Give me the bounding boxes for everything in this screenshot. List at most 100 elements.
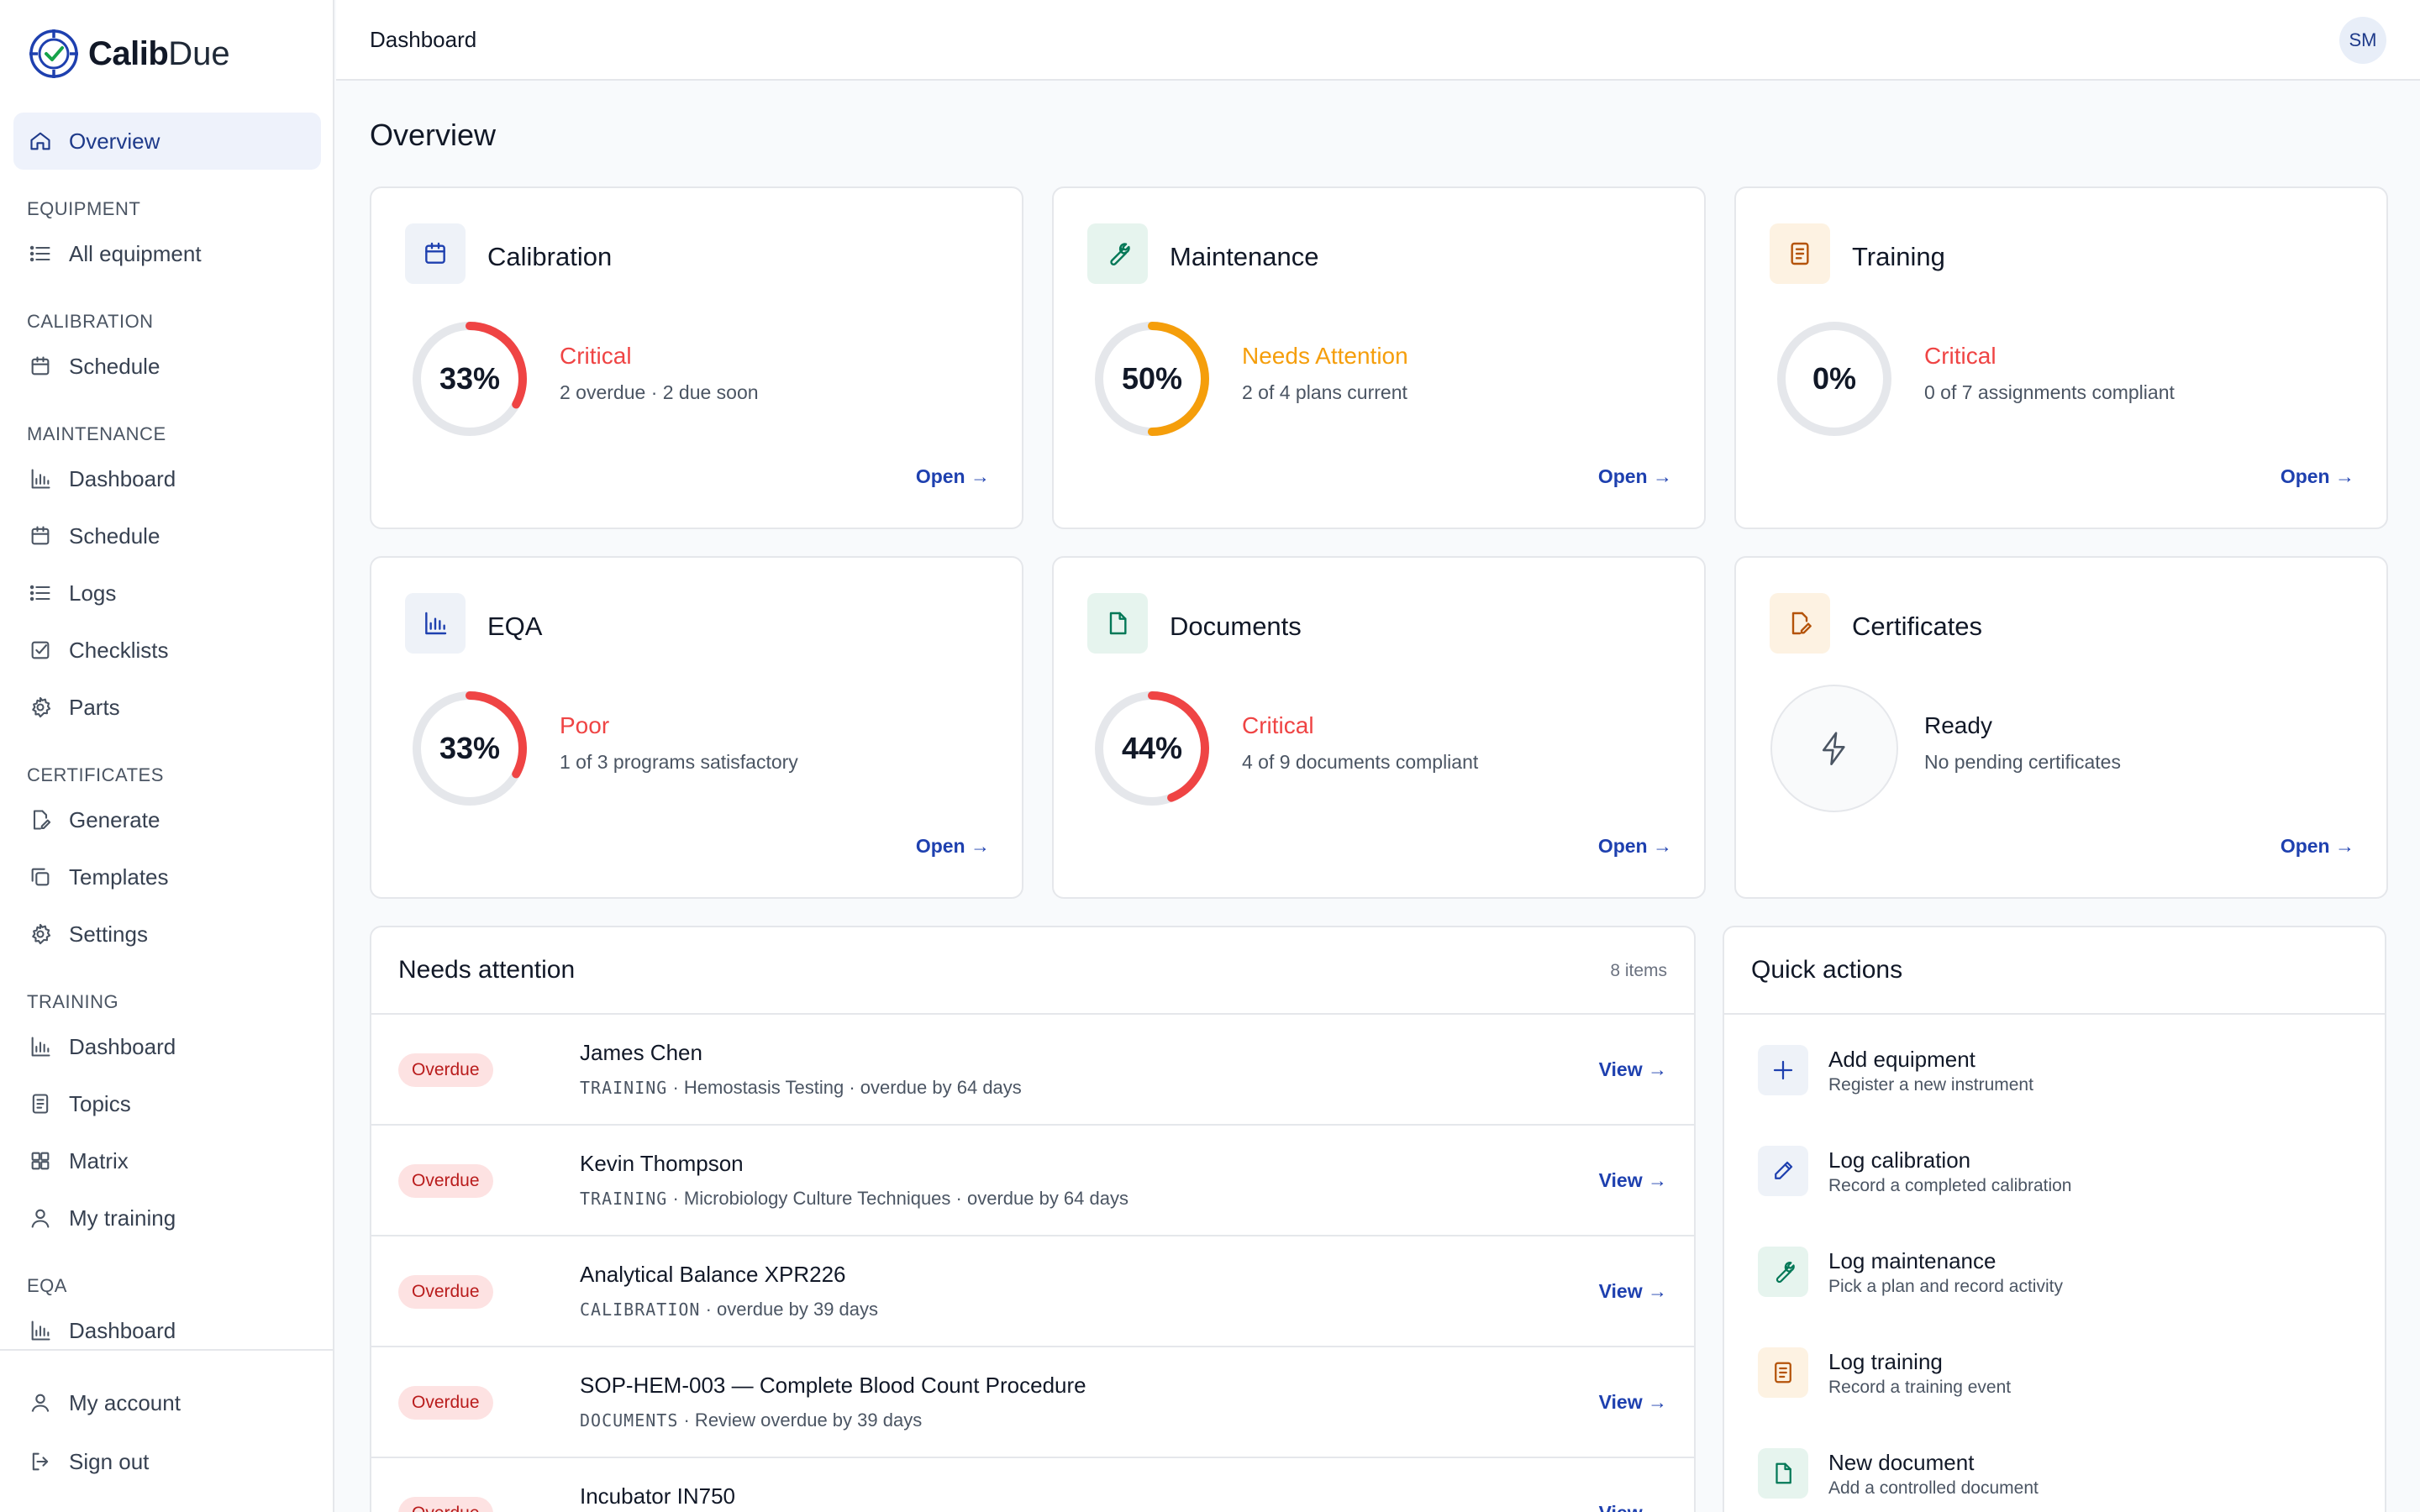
- file-icon: [1758, 1448, 1808, 1499]
- status-label: Needs Attention: [1242, 343, 1408, 369]
- status-card-certificates: Certificates Ready No pending certificates…: [1734, 556, 2388, 899]
- module-tag: TRAINING: [580, 1078, 668, 1098]
- calendar-icon: [405, 223, 466, 284]
- sidebar-item-label: Generate: [69, 806, 160, 832]
- sidebar-item-label: Logs: [69, 580, 117, 606]
- quick-action-log-maintenance[interactable]: Log maintenance Pick a plan and record ac…: [1724, 1218, 2385, 1319]
- sidebar-item-training-my-training[interactable]: My training: [13, 1189, 321, 1247]
- sidebar-item-label: Matrix: [69, 1147, 129, 1173]
- needs-attention-panel: Needs attention 8 items Overdue James Che…: [370, 926, 1696, 1512]
- sidebar-item-label: Overview: [69, 128, 160, 154]
- sidebar-item-label: All equipment: [69, 240, 202, 266]
- list-icon: [29, 242, 52, 265]
- sidebar-section-title: CALIBRATION: [27, 311, 154, 332]
- edit-file-icon: [1770, 593, 1830, 654]
- progress-ring: [405, 314, 534, 444]
- status-label: Ready: [1924, 712, 1992, 738]
- sidebar-footer: My account Sign out: [0, 1349, 333, 1512]
- row-title: Analytical Balance XPR226: [580, 1262, 846, 1287]
- bar-chart-icon: [405, 593, 466, 654]
- view-link[interactable]: View →: [1599, 1502, 1667, 1512]
- panel-title: Quick actions: [1751, 956, 1903, 984]
- module-tag: DOCUMENTS: [580, 1410, 679, 1431]
- card-title: Certificates: [1852, 612, 1983, 641]
- quick-action-log-training[interactable]: Log training Record a training event: [1724, 1319, 2385, 1420]
- open-link[interactable]: Open →: [2280, 465, 2354, 487]
- attention-row[interactable]: Overdue Incubator IN750 View →: [371, 1458, 1694, 1512]
- document-icon: [1770, 223, 1830, 284]
- sidebar-item-maintenance-logs[interactable]: Logs: [13, 564, 321, 622]
- attention-row[interactable]: Overdue SOP-HEM-003 — Complete Blood Coun…: [371, 1347, 1694, 1458]
- app-logo[interactable]: Calib Due: [28, 27, 230, 81]
- sidebar-item-label: Checklists: [69, 637, 169, 663]
- page-title: Overview: [370, 118, 497, 152]
- status-label: Critical: [560, 343, 632, 369]
- user-icon: [29, 1206, 52, 1230]
- card-title: Maintenance: [1170, 242, 1319, 271]
- module-tag: CALIBRATION: [580, 1299, 701, 1320]
- row-detail: · Review overdue by 39 days: [678, 1410, 923, 1431]
- sidebar-item-my-account[interactable]: My account: [13, 1374, 319, 1431]
- sidebar-item-equipment-all-equipment[interactable]: All equipment: [13, 225, 321, 282]
- open-link[interactable]: Open →: [915, 835, 990, 857]
- progress-percent: 0%: [1812, 361, 1857, 396]
- sidebar-item-training-topics[interactable]: Topics: [13, 1075, 321, 1132]
- checkbox-icon: [29, 638, 52, 662]
- sidebar-item-sign-out[interactable]: Sign out: [13, 1433, 319, 1490]
- view-link[interactable]: View →: [1598, 1058, 1667, 1080]
- open-link[interactable]: Open →: [1597, 835, 1672, 857]
- card-title: Training: [1852, 242, 1945, 271]
- sidebar-item-label: Parts: [69, 694, 120, 720]
- view-link[interactable]: View →: [1598, 1391, 1667, 1413]
- quick-action-add-equipment[interactable]: Add equipment Register a new instrument: [1724, 1016, 2385, 1117]
- open-link[interactable]: Open →: [915, 465, 990, 487]
- sidebar-item-maintenance-schedule[interactable]: Schedule: [13, 507, 321, 564]
- quick-action-subtitle: Add a controlled document: [1828, 1478, 2039, 1498]
- list-icon: [29, 581, 52, 605]
- sidebar-item-calibration-schedule[interactable]: Schedule: [13, 338, 321, 395]
- attention-row[interactable]: Overdue Kevin Thompson TRAINING · Microbio…: [371, 1126, 1694, 1236]
- open-link[interactable]: Open →: [1597, 465, 1672, 487]
- quick-action-new-document[interactable]: New document Add a controlled document: [1724, 1420, 2385, 1512]
- sidebar-item-certificates-generate[interactable]: Generate: [13, 791, 321, 848]
- progress-ring: [1087, 684, 1217, 813]
- quick-action-subtitle: Record a training event: [1828, 1378, 2012, 1397]
- document-icon: [29, 1092, 52, 1116]
- attention-row[interactable]: Overdue Analytical Balance XPR226 CALIBRAT…: [371, 1236, 1694, 1347]
- document-icon: [1758, 1347, 1808, 1398]
- sidebar-item-label: Schedule: [69, 522, 160, 549]
- quick-action-title: Log training: [1828, 1349, 1943, 1374]
- sidebar-item-maintenance-parts[interactable]: Parts: [13, 679, 321, 736]
- quick-action-title: Log calibration: [1828, 1147, 1971, 1173]
- bolt-icon: [1770, 684, 1899, 813]
- row-subtitle: DOCUMENTS · Review overdue by 39 days: [580, 1410, 922, 1431]
- sidebar-item-certificates-templates[interactable]: Templates: [13, 848, 321, 906]
- attention-row[interactable]: Overdue James Chen TRAINING · Hemostasis T…: [371, 1015, 1694, 1126]
- view-link[interactable]: View →: [1598, 1280, 1667, 1302]
- module-tag: TRAINING: [580, 1189, 668, 1209]
- open-link[interactable]: Open →: [2280, 835, 2354, 857]
- top-bar: Dashboard SM: [336, 0, 2420, 81]
- sidebar-item-eqa-dashboard[interactable]: Dashboard: [13, 1302, 321, 1344]
- progress-percent: 33%: [439, 731, 501, 765]
- copy-icon: [29, 865, 52, 889]
- row-title: Kevin Thompson: [580, 1151, 744, 1176]
- progress-ring: [1087, 314, 1217, 444]
- sidebar-item-maintenance-dashboard[interactable]: Dashboard: [13, 450, 321, 507]
- sidebar-item-training-dashboard[interactable]: Dashboard: [13, 1018, 321, 1075]
- avatar[interactable]: SM: [2339, 17, 2386, 64]
- sidebar-item-certificates-settings[interactable]: Settings: [13, 906, 321, 963]
- status-card-eqa: EQA 33% Poor 1 of 3 programs satisfactory Op…: [370, 556, 1023, 899]
- view-link[interactable]: View →: [1598, 1169, 1667, 1191]
- card-title: EQA: [487, 612, 543, 641]
- status-badge: Overdue: [398, 1275, 493, 1309]
- sidebar-item-label: Dashboard: [69, 1317, 176, 1343]
- sidebar-item-maintenance-checklists[interactable]: Checklists: [13, 622, 321, 679]
- quick-action-log-calibration[interactable]: Log calibration Record a completed calibr…: [1724, 1117, 2385, 1218]
- calendar-icon: [29, 524, 52, 548]
- progress-percent: 50%: [1121, 361, 1183, 396]
- file-icon: [1087, 593, 1148, 654]
- sidebar-item-label: Topics: [69, 1090, 131, 1116]
- sidebar-item-training-matrix[interactable]: Matrix: [13, 1132, 321, 1189]
- sidebar-item-overview[interactable]: Overview: [13, 113, 321, 170]
